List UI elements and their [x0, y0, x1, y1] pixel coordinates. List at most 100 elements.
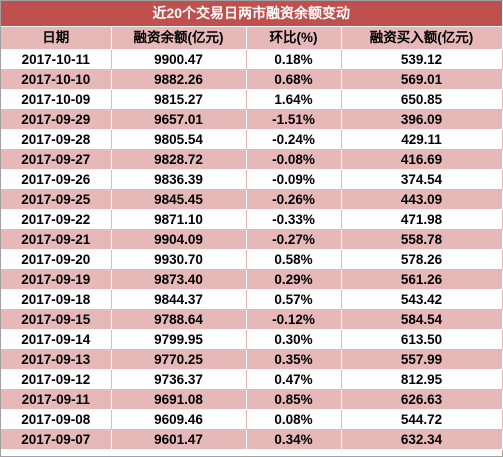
cell-buy: 416.69 [341, 149, 503, 170]
cell-date: 2017-09-08 [1, 409, 112, 430]
cell-date: 2017-09-29 [1, 109, 112, 130]
cell-buy: 632.34 [341, 429, 503, 450]
table-row: 2017-09-18 9844.37 0.57% 543.42 [1, 289, 503, 310]
cell-balance: 9873.40 [111, 269, 247, 290]
cell-change: -0.26% [246, 189, 342, 210]
cell-change: 0.58% [246, 249, 342, 270]
cell-balance: 9815.27 [111, 89, 247, 110]
column-header-date: 日期 [1, 26, 112, 50]
cell-buy: 557.99 [341, 349, 503, 370]
column-header-balance: 融资余额(亿元) [111, 26, 247, 50]
column-header-change: 环比(%) [246, 26, 342, 50]
cell-balance: 9828.72 [111, 149, 247, 170]
table-row: 2017-09-14 9799.95 0.30% 613.50 [1, 329, 503, 350]
cell-date: 2017-09-22 [1, 209, 112, 230]
cell-buy: 558.78 [341, 229, 503, 250]
cell-balance: 9900.47 [111, 49, 247, 70]
cell-buy: 443.09 [341, 189, 503, 210]
cell-change: -0.09% [246, 169, 342, 190]
cell-balance: 9770.25 [111, 349, 247, 370]
table-row: 2017-09-07 9601.47 0.34% 632.34 [1, 429, 503, 450]
cell-balance: 9805.54 [111, 129, 247, 150]
cell-balance: 9836.39 [111, 169, 247, 190]
table-row: 2017-09-28 9805.54 -0.24% 429.11 [1, 129, 503, 150]
cell-balance: 9871.10 [111, 209, 247, 230]
cell-date: 2017-09-07 [1, 429, 112, 450]
cell-buy: 584.54 [341, 309, 503, 330]
table-row: 2017-09-08 9609.46 0.08% 544.72 [1, 409, 503, 430]
cell-buy: 396.09 [341, 109, 503, 130]
table-title-row: 近20个交易日两市融资余额变动 [1, 1, 503, 27]
table-header-row: 日期 融资余额(亿元) 环比(%) 融资买入额(亿元) [1, 26, 503, 50]
cell-date: 2017-09-27 [1, 149, 112, 170]
cell-change: -0.24% [246, 129, 342, 150]
table-row: 2017-09-22 9871.10 -0.33% 471.98 [1, 209, 503, 230]
cell-change: -1.51% [246, 109, 342, 130]
cell-change: -0.08% [246, 149, 342, 170]
table-row: 2017-09-12 9736.37 0.47% 812.95 [1, 369, 503, 390]
cell-balance: 9882.26 [111, 69, 247, 90]
table-title: 近20个交易日两市融资余额变动 [1, 1, 503, 27]
cell-buy: 544.72 [341, 409, 503, 430]
cell-date: 2017-09-25 [1, 189, 112, 210]
cell-date: 2017-09-11 [1, 389, 112, 410]
cell-balance: 9788.64 [111, 309, 247, 330]
cell-buy: 561.26 [341, 269, 503, 290]
table-row: 2017-10-11 9900.47 0.18% 539.12 [1, 49, 503, 70]
table-row: 2017-09-15 9788.64 -0.12% 584.54 [1, 309, 503, 330]
cell-change: 0.34% [246, 429, 342, 450]
cell-buy: 613.50 [341, 329, 503, 350]
cell-balance: 9736.37 [111, 369, 247, 390]
cell-change: -0.12% [246, 309, 342, 330]
cell-change: 0.57% [246, 289, 342, 310]
cell-buy: 543.42 [341, 289, 503, 310]
cell-change: 0.29% [246, 269, 342, 290]
cell-date: 2017-09-13 [1, 349, 112, 370]
cell-change: -0.33% [246, 209, 342, 230]
table-row: 2017-09-27 9828.72 -0.08% 416.69 [1, 149, 503, 170]
cell-date: 2017-09-20 [1, 249, 112, 270]
cell-buy: 374.54 [341, 169, 503, 190]
cell-change: -0.27% [246, 229, 342, 250]
cell-balance: 9657.01 [111, 109, 247, 130]
table-row: 2017-09-21 9904.09 -0.27% 558.78 [1, 229, 503, 250]
table-row: 2017-09-19 9873.40 0.29% 561.26 [1, 269, 503, 290]
cell-balance: 9799.95 [111, 329, 247, 350]
table-row: 2017-09-25 9845.45 -0.26% 443.09 [1, 189, 503, 210]
cell-date: 2017-09-26 [1, 169, 112, 190]
cell-date: 2017-09-19 [1, 269, 112, 290]
cell-date: 2017-10-11 [1, 49, 112, 70]
table-row: 2017-10-09 9815.27 1.64% 650.85 [1, 89, 503, 110]
cell-buy: 650.85 [341, 89, 503, 110]
cell-buy: 471.98 [341, 209, 503, 230]
cell-change: 0.08% [246, 409, 342, 430]
table-body: 2017-10-11 9900.47 0.18% 539.12 2017-10-10 98… [1, 49, 503, 450]
table-row: 2017-09-13 9770.25 0.35% 557.99 [1, 349, 503, 370]
cell-buy: 539.12 [341, 49, 503, 70]
cell-change: 0.30% [246, 329, 342, 350]
table-row: 2017-09-26 9836.39 -0.09% 374.54 [1, 169, 503, 190]
cell-date: 2017-10-10 [1, 69, 112, 90]
cell-date: 2017-09-28 [1, 129, 112, 150]
cell-date: 2017-09-18 [1, 289, 112, 310]
cell-change: 0.47% [246, 369, 342, 390]
cell-date: 2017-09-21 [1, 229, 112, 250]
cell-change: 0.85% [246, 389, 342, 410]
cell-balance: 9601.47 [111, 429, 247, 450]
cell-buy: 429.11 [341, 129, 503, 150]
table-row: 2017-10-10 9882.26 0.68% 569.01 [1, 69, 503, 90]
column-header-buy: 融资买入额(亿元) [341, 26, 503, 50]
cell-change: 0.68% [246, 69, 342, 90]
cell-change: 0.35% [246, 349, 342, 370]
cell-buy: 626.63 [341, 389, 503, 410]
cell-balance: 9845.45 [111, 189, 247, 210]
cell-buy: 578.26 [341, 249, 503, 270]
cell-buy: 569.01 [341, 69, 503, 90]
table-row: 2017-09-20 9930.70 0.58% 578.26 [1, 249, 503, 270]
cell-buy: 812.95 [341, 369, 503, 390]
cell-change: 1.64% [246, 89, 342, 110]
cell-balance: 9930.70 [111, 249, 247, 270]
cell-date: 2017-09-14 [1, 329, 112, 350]
